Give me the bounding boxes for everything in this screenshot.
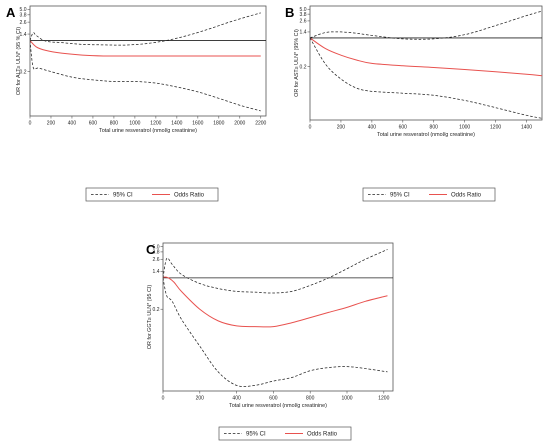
x-tick-label: 1200 — [490, 125, 501, 131]
y-axis-label: OR for AST≥ ULN* (95% CI) — [294, 29, 300, 97]
legend-ci-label: 95% CI — [113, 193, 133, 199]
x-tick-label: 800 — [110, 121, 119, 127]
x-axis-label: Total urine resveratrol (nmol/g creatini… — [229, 403, 327, 409]
x-tick-label: 600 — [89, 121, 98, 127]
x-tick-label: 1200 — [378, 396, 389, 402]
x-tick-label: 0 — [309, 125, 312, 131]
x-tick-label: 400 — [68, 121, 77, 127]
y-tick-label: 2.6 — [153, 257, 160, 263]
x-tick-label: 200 — [337, 125, 346, 131]
x-tick-label: 400 — [368, 125, 377, 131]
legend: 95% CI Odds Ratio — [362, 187, 496, 202]
legend: 95% CI Odds Ratio — [85, 187, 219, 202]
x-tick-label: 1000 — [129, 121, 140, 127]
y-tick-label: 1.4 — [300, 30, 307, 36]
x-tick-label: 200 — [196, 396, 205, 402]
x-tick-label: 600 — [399, 125, 408, 131]
x-tick-label: 1000 — [341, 396, 352, 402]
x-tick-label: 0 — [162, 396, 165, 402]
x-tick-label: 600 — [269, 396, 278, 402]
x-tick-label: 1600 — [192, 121, 203, 127]
y-tick-label: 1.4 — [20, 32, 27, 38]
ci-lower-line — [30, 40, 261, 112]
x-tick-label: 800 — [306, 396, 315, 402]
odds-ratio-line — [310, 37, 542, 77]
legend-ci-label: 95% CI — [390, 193, 410, 199]
panel-letter: B — [285, 5, 294, 20]
ci-lower-line — [163, 277, 388, 387]
panel-letter: A — [6, 5, 16, 20]
x-tick-label: 1000 — [459, 125, 470, 131]
ci-lower-line — [310, 37, 542, 119]
legend: 95% CI Odds Ratio — [218, 426, 352, 441]
y-tick-label: 5.0 — [153, 244, 160, 250]
series-group — [30, 12, 261, 112]
panel-c: C 0 200 400 600 800 1000 1200 0.2 1.4 2.63.85.0 Tot… — [146, 242, 394, 441]
panel-letter: C — [146, 242, 156, 257]
x-axis-label: Total urine resveratrol (nmol/g creatini… — [99, 128, 197, 134]
y-tick-label: 1.4 — [153, 269, 160, 275]
ci-upper-line — [163, 249, 388, 294]
x-tick-label: 2000 — [234, 121, 245, 127]
y-tick-label: 3.8 — [153, 250, 160, 256]
x-tick-label: 1800 — [213, 121, 224, 127]
ci-upper-line — [310, 10, 542, 40]
series-group — [163, 249, 388, 387]
series-group — [310, 10, 542, 119]
y-tick-label: 5.0 — [20, 7, 27, 13]
y-tick-label: 3.8 — [20, 13, 27, 19]
y-tick-label: 3.8 — [300, 12, 307, 18]
y-tick-label: 0.2 — [153, 307, 160, 313]
y-tick-label: 0.2 — [300, 64, 307, 70]
legend-or-label: Odds Ratio — [307, 432, 338, 438]
x-tick-label: 0 — [29, 121, 32, 127]
plot-frame — [162, 242, 394, 392]
odds-ratio-line — [163, 276, 388, 328]
x-tick-label: 200 — [47, 121, 56, 127]
y-tick-label: 0.2 — [20, 69, 27, 75]
plot-frame — [29, 5, 267, 117]
y-axis-label: OR for ALT≥ ULN* (95 % CI) — [16, 27, 22, 95]
odds-ratio-line — [30, 40, 261, 57]
x-tick-label: 800 — [430, 125, 439, 131]
x-tick-label: 1400 — [171, 121, 182, 127]
legend-or-label: Odds Ratio — [451, 193, 482, 199]
x-tick-label: 1400 — [521, 125, 532, 131]
x-tick-label: 1200 — [150, 121, 161, 127]
y-axis-label: OR for GGT≥ ULN* (95 CI) — [147, 285, 153, 350]
panel-b: B 0 200 400 600 800 1000 1200 1400 0.2 1.4 2.63.85.… — [285, 5, 543, 202]
panel-a: A 0 200 400 600 800 1000 1200 1400 1600 1800 2000 22… — [6, 5, 267, 202]
y-tick-label: 2.6 — [300, 19, 307, 25]
legend-or-label: Odds Ratio — [174, 193, 205, 199]
y-tick-label: 5.0 — [300, 7, 307, 13]
x-tick-label: 2200 — [255, 121, 266, 127]
x-tick-label: 400 — [232, 396, 241, 402]
ci-upper-line — [30, 12, 261, 46]
legend-ci-label: 95% CI — [246, 432, 266, 438]
x-axis-label: Total urine resveratrol (nmol/g creatini… — [377, 132, 475, 138]
plot-frame — [309, 5, 543, 121]
y-tick-label: 2.6 — [20, 20, 27, 26]
